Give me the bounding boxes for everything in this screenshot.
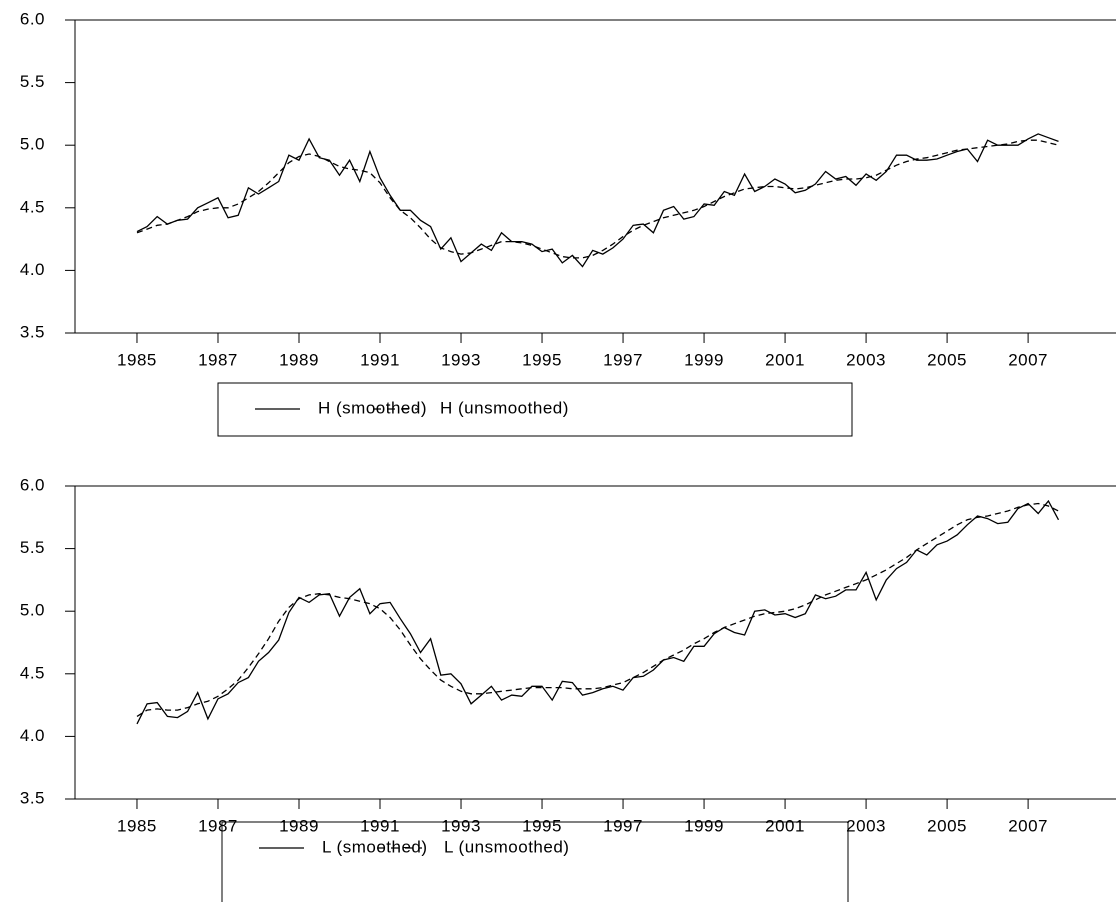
y-tick-label: 4.0 <box>20 260 45 279</box>
x-tick-label: 2005 <box>927 350 967 369</box>
x-tick-label: 2003 <box>846 816 886 835</box>
x-tick-label: 2007 <box>1008 816 1048 835</box>
legend-label: H (smoothed) <box>318 398 427 417</box>
x-tick-label: 1997 <box>603 350 643 369</box>
x-tick-label: 1999 <box>684 350 724 369</box>
y-tick-label: 6.0 <box>20 9 45 28</box>
legend-label: L (unsmoothed) <box>444 837 569 856</box>
y-tick-label: 5.0 <box>20 135 45 154</box>
x-tick-label: 1999 <box>684 816 724 835</box>
x-tick-label: 1985 <box>117 350 157 369</box>
y-tick-label: 3.5 <box>20 322 45 341</box>
x-tick-label: 1993 <box>441 350 481 369</box>
legend-box <box>217 382 853 437</box>
legend-label: L (smoothed) <box>322 837 428 856</box>
x-tick-label: 1987 <box>198 816 238 835</box>
y-tick-label: 5.5 <box>20 72 45 91</box>
series-line <box>136 139 1059 259</box>
y-tick-label: 3.5 <box>20 788 45 807</box>
y-tick-label: 6.0 <box>20 475 45 494</box>
series-line <box>136 133 1059 268</box>
series-line <box>136 502 1059 717</box>
legend-label: H (unsmoothed) <box>440 398 569 417</box>
y-tick-label: 4.5 <box>20 663 45 682</box>
x-tick-label: 1995 <box>522 816 562 835</box>
y-tick-label: 5.5 <box>20 538 45 557</box>
x-tick-label: 1991 <box>360 816 400 835</box>
y-tick-label: 5.0 <box>20 601 45 620</box>
x-tick-label: 1989 <box>279 816 319 835</box>
legend-box <box>221 821 849 902</box>
y-tick-label: 4.5 <box>20 197 45 216</box>
x-tick-label: 1995 <box>522 350 562 369</box>
x-tick-label: 2005 <box>927 816 967 835</box>
x-tick-label: 1997 <box>603 816 643 835</box>
x-tick-label: 2001 <box>765 816 805 835</box>
x-tick-label: 1987 <box>198 350 238 369</box>
series-line <box>136 499 1060 725</box>
x-tick-label: 1993 <box>441 816 481 835</box>
x-tick-label: 1991 <box>360 350 400 369</box>
x-tick-label: 2007 <box>1008 350 1048 369</box>
x-tick-label: 2003 <box>846 350 886 369</box>
x-tick-label: 1985 <box>117 816 157 835</box>
y-tick-label: 4.0 <box>20 726 45 745</box>
x-tick-label: 1989 <box>279 350 319 369</box>
x-tick-label: 2001 <box>765 350 805 369</box>
